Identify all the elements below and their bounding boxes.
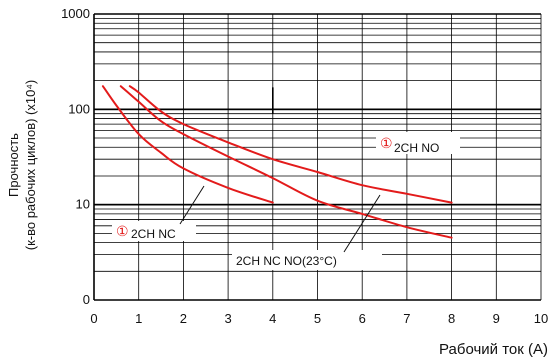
x-tick-label: 4: [269, 311, 276, 326]
x-tick-label: 1: [135, 311, 142, 326]
x-tick-label: 5: [314, 311, 321, 326]
y-tick-label: 1000: [61, 6, 90, 21]
annotation-bg-ncno: [232, 250, 382, 270]
y-tick-label: 0: [83, 292, 90, 307]
y-axis-title-line1: Прочность: [6, 133, 21, 197]
x-tick-label: 2: [180, 311, 187, 326]
x-tick-label: 0: [90, 311, 97, 326]
annotation-label-ncno: 2CH NC NO(23°C): [236, 254, 337, 268]
annotation-leader-ncno: [343, 194, 381, 253]
annotation-bg-no: [376, 132, 460, 154]
annotation-label-nc: 2CH NC: [131, 227, 176, 241]
series-line-1: [101, 85, 274, 204]
y-tick-label: 100: [68, 101, 90, 116]
annotation-label-no: 2CH NO: [394, 141, 439, 155]
x-tick-label: 10: [534, 311, 548, 326]
y-axis-title-line2: (к-во рабочих циклов) (x10⁴): [23, 80, 38, 251]
annotation-marker-nc: ①: [116, 223, 129, 239]
x-tick-label: 7: [403, 311, 410, 326]
annotation-bg-nc: [112, 221, 196, 241]
x-axis-title: Рабочий ток (A): [439, 341, 548, 358]
x-tick-label: 6: [359, 311, 366, 326]
y-tick-label: 10: [76, 197, 90, 212]
x-tick-label: 8: [448, 311, 455, 326]
series-line-2: [119, 85, 453, 239]
x-tick-label: 3: [224, 311, 231, 326]
annotation-marker-no: ①: [380, 135, 393, 151]
series-line-3: [128, 85, 453, 204]
annotation-leader-nc: [179, 185, 205, 225]
x-tick-label: 9: [493, 311, 500, 326]
series-layer: [101, 85, 453, 239]
